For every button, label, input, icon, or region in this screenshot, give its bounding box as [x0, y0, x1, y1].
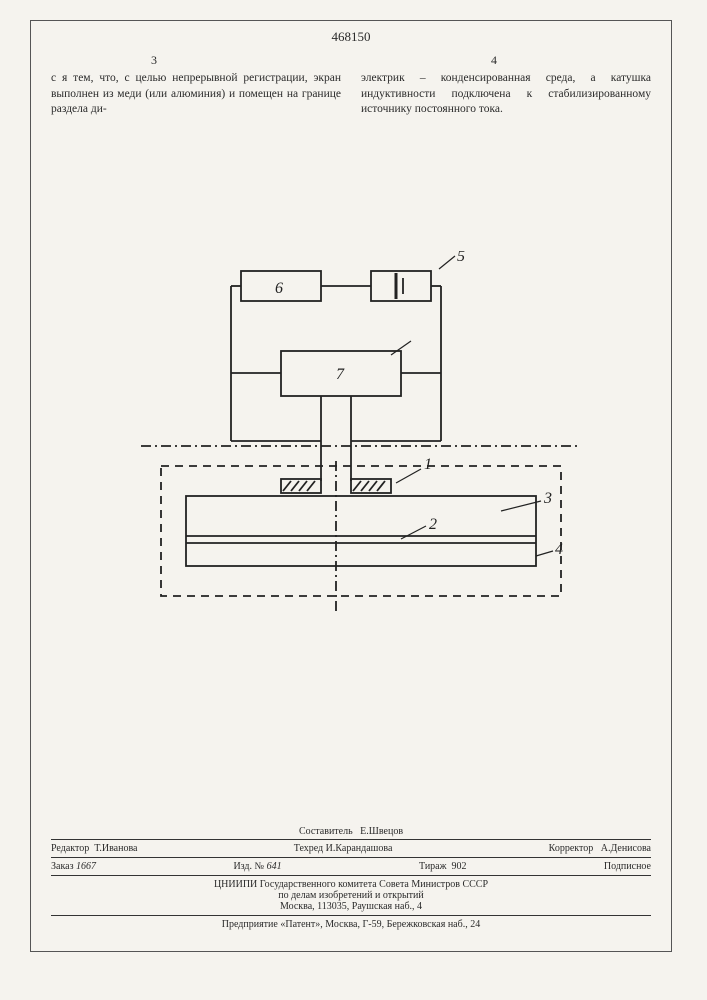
publisher-line-2: по делам изобретений и открытий [51, 890, 651, 901]
corrector-name: А.Денисова [601, 843, 651, 854]
techred-name: И.Карандашова [326, 843, 393, 854]
corrector-label: Корректор [549, 843, 594, 854]
publisher-address-2: Предприятие «Патент», Москва, Г-59, Бере… [51, 919, 651, 930]
body-text-right: электрик – конденсированная среда, а кат… [361, 71, 651, 118]
publisher-address-1: Москва, 113035, Раушская наб., 4 [51, 901, 651, 912]
subscription: Подписное [604, 861, 651, 872]
issue-number: 641 [267, 861, 282, 872]
diagram-label-5: 5 [457, 251, 465, 265]
issue-label: Изд. № [233, 861, 264, 872]
compiler-name: Е.Швецов [360, 826, 403, 837]
diagram-label-3: 3 [543, 490, 552, 507]
diagram-label-1: 1 [424, 456, 432, 473]
techred-label: Техред [294, 843, 323, 854]
patent-number: 468150 [31, 29, 671, 45]
column-number-left: 3 [151, 53, 157, 68]
diagram-label-4: 4 [555, 541, 563, 558]
tirazh-label: Тираж [419, 861, 447, 872]
order-number: 1667 [76, 861, 96, 872]
tirazh-value: 902 [452, 861, 467, 872]
editor-label: Редактор [51, 843, 89, 854]
order-label: Заказ [51, 861, 74, 872]
publisher-line-1: ЦНИИПИ Государственного комитета Совета … [51, 879, 651, 890]
diagram-label-2: 2 [429, 516, 437, 533]
diagram-label-6: 6 [275, 280, 283, 297]
page-frame: 468150 3 4 с я тем, что, с целью непреры… [30, 20, 672, 952]
body-text-left: с я тем, что, с целью непрерывной регист… [51, 71, 341, 118]
imprint-block: Составитель Е.Швецов Редактор Т.Иванова … [51, 826, 651, 933]
diagram-label-7: 7 [336, 366, 345, 383]
editor-name: Т.Иванова [94, 843, 137, 854]
column-number-right: 4 [491, 53, 497, 68]
circuit-diagram: 6 5 7 1 3 2 4 [141, 251, 581, 621]
compiler-label: Составитель [299, 826, 353, 837]
